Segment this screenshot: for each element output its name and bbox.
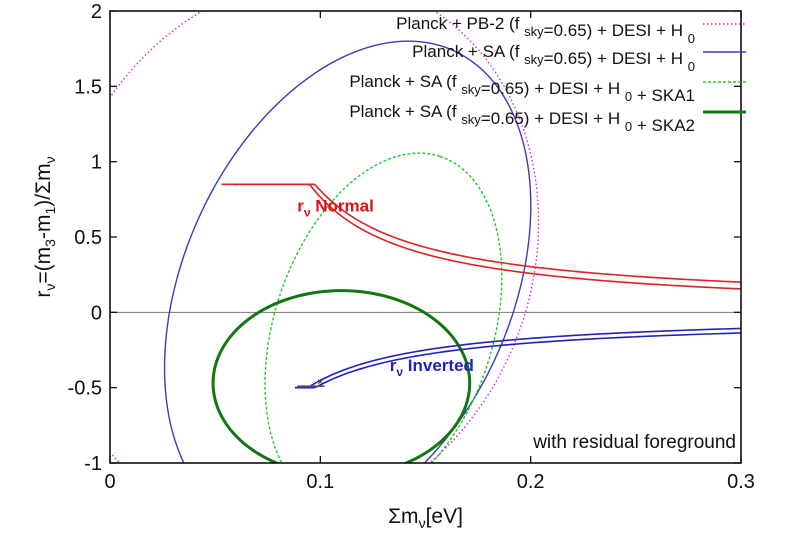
inverted-curve-lower <box>295 332 741 389</box>
x-axis-title: Σmν[eV] <box>388 505 463 531</box>
annotation-normal-rest: Normal <box>311 196 374 215</box>
normal-curve-lower <box>234 183 741 290</box>
contour-series-3 <box>264 152 503 463</box>
y-axis-title-sub: 1 <box>42 207 58 215</box>
legend-part: =0.65) + DESI + H <box>481 109 625 128</box>
y-tick-label: -0.5 <box>68 378 102 400</box>
annotation-normal-main: r <box>297 196 304 215</box>
legend-part: =0.65) + DESI + H <box>544 49 688 68</box>
y-axis-title-sub: 3 <box>42 239 58 247</box>
legend-part: + SKA1 <box>632 86 695 105</box>
y-axis-title-part: )/Σm <box>32 163 55 206</box>
x-tick-label: 0.3 <box>727 471 755 493</box>
inverted-curve-upper <box>295 327 741 389</box>
y-axis-title: rν=(m3-m1)/Σmν <box>32 156 58 297</box>
axes: 0 0.1 0.2 0.3-1-0.500.511.52Σmν[eV]rν=(m3-m… <box>32 1 755 531</box>
y-tick-label: 2 <box>91 1 102 23</box>
y-tick-label: 0 <box>91 302 102 324</box>
legend-sub: sky <box>524 52 544 67</box>
y-tick-label: 1.5 <box>74 76 102 98</box>
y-axis-title-part: =(m <box>32 247 55 284</box>
legend-entry-label-1: Planck + PB-2 (f sky=0.65) + DESI + H 0 <box>396 14 695 46</box>
legend-sub: 0 <box>625 119 632 134</box>
y-tick-label: 0.5 <box>74 227 102 249</box>
y-axis-title-sub: ν <box>42 156 58 163</box>
legend-entry-label-2: Planck + SA (f sky=0.65) + DESI + H 0 <box>412 42 695 74</box>
x-tick-label: 0.1 <box>306 471 334 493</box>
legend-entry-label-4: Planck + SA (f sky=0.65) + DESI + H 0 + … <box>349 102 695 135</box>
legend: Planck + PB-2 (f sky=0.65) + DESI + H 0P… <box>349 14 746 135</box>
legend-part: + SKA2 <box>632 116 695 135</box>
legend-sub: 0 <box>688 31 695 46</box>
x-tick-label: 0.2 <box>517 471 545 493</box>
y-axis-title-part: -m <box>32 215 55 240</box>
annotation-normal: rν Normal <box>297 196 374 219</box>
legend-part: Planck + PB-2 (f <box>396 14 524 33</box>
normal-curve-upper <box>234 183 741 283</box>
legend-sub: 0 <box>688 59 695 74</box>
y-tick-label: -1 <box>84 453 102 475</box>
legend-part: Planck + SA (f <box>412 42 524 61</box>
fiducial-marker: × <box>317 377 323 389</box>
legend-part: Planck + SA (f <box>349 72 461 91</box>
legend-sub: sky <box>524 24 544 39</box>
contour-series-2 <box>163 40 532 463</box>
foreground-note: with residual foreground <box>532 432 736 453</box>
x-axis-title-sub: ν <box>419 515 426 531</box>
x-axis-title-unit: [eV] <box>426 505 463 528</box>
legend-part: =0.65) + DESI + H <box>544 21 688 40</box>
x-axis-title-main: Σm <box>388 505 418 528</box>
annotation-inverted: rν Inverted <box>390 356 474 379</box>
legend-part: =0.65) + DESI + H <box>481 79 625 98</box>
annotation-inverted-sub: ν <box>396 365 403 379</box>
plot-clipped: × <box>110 11 741 463</box>
legend-entry-label-3: Planck + SA (f sky=0.65) + DESI + H 0 + … <box>349 72 695 105</box>
annotation-inverted-main: r <box>390 356 397 375</box>
contour-series-4 <box>211 289 472 463</box>
y-axis-title-part: r <box>32 291 55 298</box>
x-tick-label: 0 <box>104 471 115 493</box>
annotation-inverted-rest: Inverted <box>403 356 474 375</box>
annotation-normal-sub: ν <box>304 205 311 219</box>
y-axis-title-sub: ν <box>42 284 58 291</box>
legend-sub: sky <box>461 82 481 97</box>
legend-sub: sky <box>461 112 481 127</box>
legend-sub: 0 <box>625 89 632 104</box>
y-tick-label: 1 <box>91 152 102 174</box>
legend-part: Planck + SA (f <box>349 102 461 121</box>
plot-area: × <box>110 11 741 463</box>
